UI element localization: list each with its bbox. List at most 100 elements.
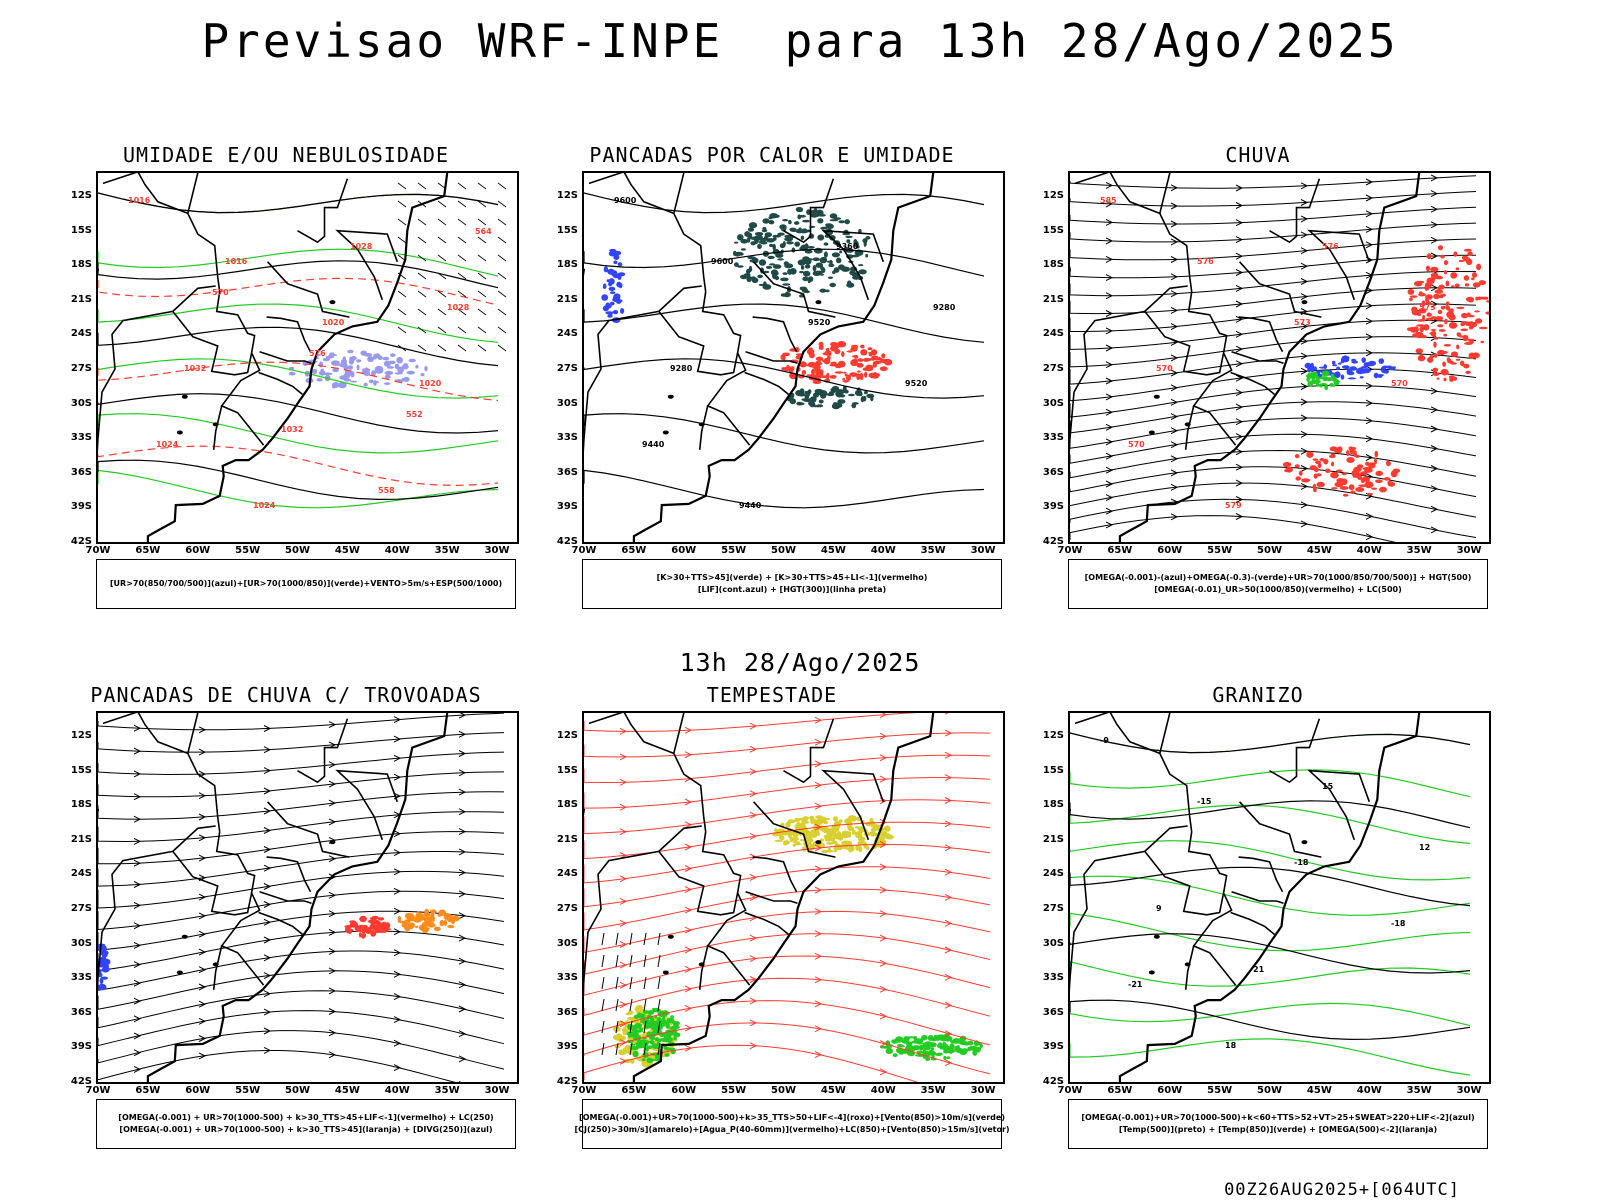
rain-red-area <box>1364 476 1370 484</box>
flow-arrow <box>814 976 823 984</box>
rain-red-area <box>1455 358 1461 361</box>
lat-tick-label: 33S <box>1042 432 1064 444</box>
legend-line: [UR>70(850/700/500)](azul)+[UR>70(1000/8… <box>109 579 503 588</box>
rain-red-area <box>1418 292 1426 297</box>
rain-red-area <box>1444 318 1448 325</box>
lat-tick-label: 27S <box>1042 363 1064 375</box>
flow-arrow <box>1105 237 1114 245</box>
flow-arrow <box>328 910 337 918</box>
flow-arrow <box>1105 181 1114 189</box>
red-streamline <box>584 754 991 783</box>
border-line <box>701 291 751 446</box>
wind-green-area <box>936 1043 944 1049</box>
contour-label: 579 <box>1225 501 1242 510</box>
flow-arrow <box>393 887 402 895</box>
border-line <box>335 229 399 301</box>
jet-yellow-area <box>827 847 831 851</box>
flow-arrow <box>619 803 628 811</box>
flow-arrow <box>263 972 272 980</box>
wind-vector <box>643 998 647 1012</box>
flow-arrow <box>684 1044 693 1052</box>
wind-vector <box>657 932 661 946</box>
flow-arrow <box>1105 327 1114 335</box>
rain-red-area <box>1346 457 1355 463</box>
wind-green-area <box>979 1044 983 1048</box>
flow-arrow <box>1235 284 1244 292</box>
border-line <box>1187 831 1237 986</box>
jet-yellow-area <box>847 831 852 838</box>
lat-tick-label: 30S <box>556 937 578 949</box>
border-line <box>212 405 223 450</box>
rain-red-area <box>1435 275 1443 280</box>
convection-green-area <box>740 248 746 251</box>
humidity-blue-area <box>384 382 391 385</box>
map-area: 1016 1016 1020 1020 1024 1024 1028 1028 1032 1032… <box>96 171 519 544</box>
temp500-contour <box>1070 999 1471 1041</box>
flow-arrow <box>1170 306 1179 314</box>
contour-label: 1020 <box>322 318 345 327</box>
rain-red-area <box>1410 330 1417 333</box>
rain-red-area <box>1450 362 1457 365</box>
flow-arrow <box>1105 480 1114 488</box>
storm-red-area <box>385 922 391 929</box>
storm-red-area <box>378 927 383 934</box>
rain-red-area <box>1428 277 1437 280</box>
lat-tick-label: 21S <box>1042 293 1064 305</box>
wind-green-area <box>639 1027 644 1032</box>
panel-legend: [UR>70(850/700/500)](azul)+[UR>70(1000/8… <box>96 559 516 609</box>
rain-red-area <box>1465 296 1475 302</box>
wind-vector <box>497 326 507 334</box>
flow-arrow <box>328 928 337 936</box>
rain-blue-area <box>1377 374 1385 377</box>
border-line <box>172 285 216 312</box>
wind-vector <box>477 308 487 316</box>
rain-red-area <box>1443 344 1452 347</box>
convection-red-area <box>850 347 858 352</box>
lat-tick-label: 36S <box>70 1006 92 1018</box>
wind-vector <box>417 272 427 280</box>
storm-red-area <box>376 920 381 927</box>
jet-yellow-area <box>847 824 852 829</box>
humidity-blue-area <box>329 352 335 357</box>
red-streamline <box>584 799 991 835</box>
flow-arrow <box>1235 202 1244 209</box>
wind-vector <box>417 236 427 244</box>
wind-vector <box>497 254 507 262</box>
jet-yellow-area <box>816 822 821 826</box>
lif-blue-contour <box>617 262 623 267</box>
rain-blue-area <box>1380 369 1387 372</box>
storm-orange-area <box>430 909 437 914</box>
convection-green-area <box>736 265 744 268</box>
flow-arrow <box>1300 520 1309 528</box>
flow-arrow <box>1170 513 1179 521</box>
lif-blue-contour <box>601 294 609 301</box>
flow-arrow <box>944 973 953 981</box>
rain-red-area <box>1472 282 1481 288</box>
contour-label: 585 <box>1100 196 1117 205</box>
flow-arrow <box>1235 513 1244 520</box>
flow-arrow <box>944 844 953 852</box>
flow-arrow <box>1300 231 1309 239</box>
coastline-east <box>632 173 935 542</box>
flow-arrow <box>458 848 467 856</box>
border-line <box>258 911 304 936</box>
rain-red-area <box>1485 311 1489 315</box>
jet-yellow-area <box>634 1007 638 1011</box>
rain-red-area <box>1342 493 1349 497</box>
convection-green-area <box>844 219 850 225</box>
flow-arrow <box>458 1005 467 1013</box>
convection-green-area <box>758 259 767 266</box>
panel-legend: [K>30+TTS>45](verde) + [K>30+TTS>45+LI<-… <box>582 559 1002 609</box>
flow-arrow <box>814 716 823 724</box>
wind-green-area <box>672 1021 680 1026</box>
lat-tick-label: 18S <box>1042 259 1064 271</box>
flow-arrow <box>263 864 272 872</box>
storm-orange-area <box>413 916 422 923</box>
streamline <box>98 811 505 843</box>
flow-arrow <box>1300 430 1309 438</box>
rain-red-area <box>1450 272 1458 279</box>
rain-red-area <box>1426 255 1431 258</box>
humidity-blue-area <box>371 370 376 377</box>
contour-label: 1028 <box>447 303 470 312</box>
lon-tick-label: 45W <box>820 1085 846 1096</box>
